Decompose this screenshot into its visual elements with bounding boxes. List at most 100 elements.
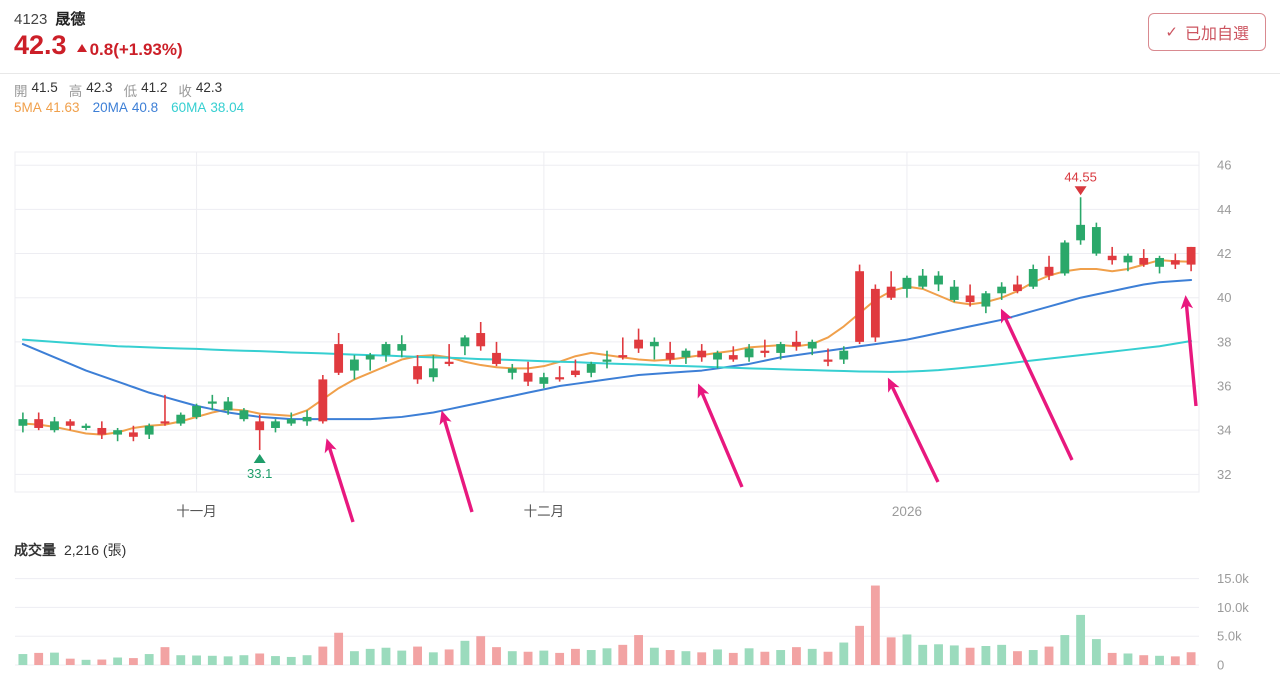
candle-body [949,286,959,300]
candle-body [1139,257,1149,265]
ma-line-20ma [21,279,1193,421]
ohlc-open-value: 41.5 [31,80,58,95]
volume-bar [839,642,849,665]
volume-bar [160,647,170,665]
candle-body [334,344,344,373]
volume-bar [870,585,880,665]
candle-body [207,401,217,404]
volume-bar [1060,635,1070,665]
moving-average-legend: 5MA 41.63 20MA 40.8 60MA 38.04 [14,100,244,115]
volume-bar [571,648,580,665]
volume-bar [397,650,407,665]
triangle-up-icon [76,44,87,52]
volume-bar [1170,656,1180,665]
symbol-line: 4123 晟德 [14,8,85,29]
volume-chart-svg[interactable]: 0 5.0k 10.0k 15.0k [0,530,1280,677]
candle-body [555,377,565,380]
candle-body [397,344,407,351]
volume-bar [97,659,107,665]
volume-bar [855,625,865,665]
candle-body [1013,284,1022,292]
candle-body [665,352,675,360]
ma-60: 60MA 38.04 [171,100,244,115]
ohlc-close: 收 42.3 [178,80,222,100]
volume-chart[interactable]: 成交量 2,216 (張) 0 5.0k 10.0k 15.0k [0,530,1280,677]
candle-body [618,355,628,358]
candle-body [476,333,486,347]
candle-body [223,401,233,411]
x-axis-tick: 十二月 [524,504,565,519]
candle-body [965,295,975,303]
annotation-arrow-5 [1000,308,1074,461]
volume-bar [492,647,501,665]
candle-body [934,275,943,285]
price-chart[interactable]: 32 34 36 38 40 42 44 46 十一月 十二月 2026 44.55 33.1 [0,128,1280,528]
price-axis-tick: 42 [1217,246,1231,261]
volume-bar [349,651,359,665]
volume-bar [681,651,691,665]
volume-bar [255,653,265,665]
candle-body [523,372,533,382]
price-axis-tick: 40 [1217,290,1231,305]
volume-bar [649,647,659,665]
watchlist-button[interactable]: ✓ 已加自選 [1148,13,1266,51]
ma-5: 5MA 41.63 [14,100,80,115]
candle-body [255,421,265,431]
volume-bar [113,657,123,665]
price-change-text: 0.8(+1.93%) [89,40,183,59]
volume-bar [965,647,975,665]
candle-body [1044,266,1054,276]
low-marker-label: 33.1 [247,466,272,481]
candle-body [1123,255,1133,263]
candle-body [286,419,296,424]
volume-bar [476,636,486,665]
annotation-arrows [324,295,1198,523]
volume-bar [665,650,675,665]
volume-bar [1139,655,1149,665]
volume-bar [428,652,438,665]
price-line: 42.3 0.8(+1.93%) [14,32,183,60]
candle-body [539,377,549,384]
candle-body [413,366,422,380]
candle-body [192,405,201,417]
high-marker: 44.55 [1064,169,1097,196]
volume-bar [81,659,91,665]
volume-bar [128,658,138,665]
candle-body [870,288,880,338]
candle-body [428,368,438,378]
ma-20-value: 40.8 [131,100,159,115]
volume-header: 成交量 2,216 (張) [14,540,126,560]
ma-5-label: 5MA [14,100,42,115]
volume-bar [728,652,738,665]
volume-axis-tick: 10.0k [1217,600,1249,615]
ohlc-close-value: 42.3 [195,80,223,95]
candle-body [492,352,501,364]
candle-body [571,370,580,375]
candle-body [728,355,738,360]
check-icon: ✓ [1165,23,1178,41]
candle-body [318,379,328,422]
ohlc-close-label: 收 [178,84,192,99]
volume-bar [302,655,312,665]
volume-bar [981,646,991,665]
candle-body [1076,224,1086,241]
triangle-up-icon [253,454,266,464]
ohlc-open-label: 開 [14,84,28,99]
volume-bar [34,652,44,665]
volume-bar [760,651,770,665]
price-chart-svg[interactable]: 32 34 36 38 40 42 44 46 十一月 十二月 2026 44.55 33.1 [0,128,1280,528]
candle-body [144,425,154,435]
volume-bar [334,632,344,665]
candle-body [18,419,28,426]
volume-bar [192,655,201,665]
candle-body [839,350,849,360]
candle-body [1186,246,1196,265]
volume-bar [586,650,596,665]
volume-bar [1013,651,1022,665]
price-axis-tick: 34 [1217,423,1231,438]
volume-bar [176,655,186,665]
ohlc-low: 低 41.2 [124,80,168,100]
volume-bar [1044,646,1054,665]
volume-bar [1076,614,1086,665]
candle-body [697,350,707,358]
